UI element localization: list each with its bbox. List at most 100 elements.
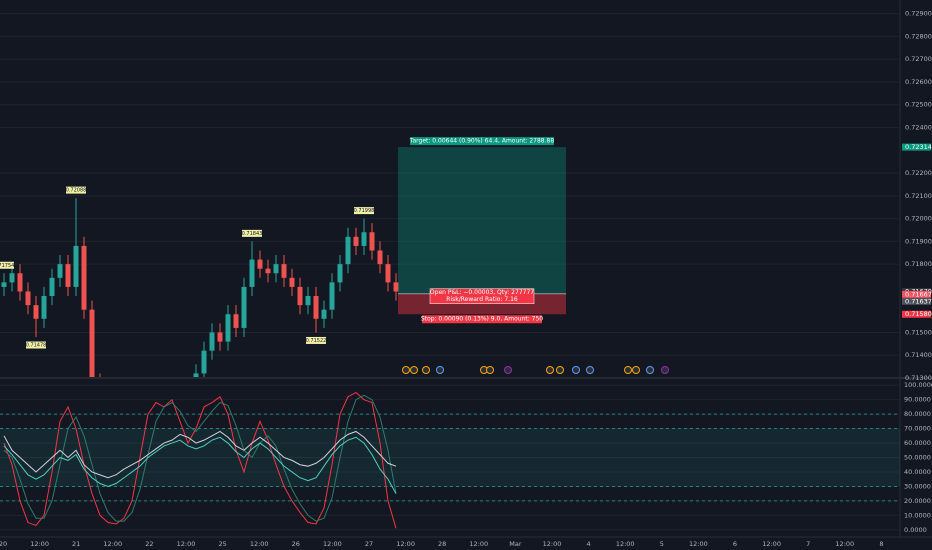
x-tick-label: 12:00 [469,540,488,548]
annotation-label: 0.71478 [26,343,47,349]
price-pane: 0.71754 0.72088 0.71478 0.71843 0.71998 0.715… [0,137,566,377]
event-icon [436,366,444,374]
price-tag-label: 0.71580 [905,310,932,318]
x-tick-label: 12:00 [396,540,415,548]
x-tick-label: 25 [218,540,226,548]
candle-body [89,309,95,377]
stop-label: Stop: 0.00090 (0.13%) 9.0, Amount: 750 [421,316,543,323]
band-fill [0,428,900,487]
y-tick-label: 70.0000 [904,425,931,433]
y-tick-label: 50.0000 [904,454,931,462]
candle-body [249,259,255,287]
candle-body [313,296,319,319]
y-tick-label: 60.0000 [904,439,931,447]
candle-body [385,264,391,283]
y-tick-label: 0.72600 [905,78,932,86]
annotation-label: 0.71754 [0,263,14,269]
x-tick-label: 26 [292,540,300,548]
y-tick-label: 0.72100 [905,192,932,200]
event-icon [504,366,512,374]
candle-body [281,264,287,278]
event-icon [646,366,654,374]
candle-body [65,264,71,287]
candle-body [337,264,343,283]
x-tick-label: 12:00 [250,540,269,548]
x-tick-label: 12:00 [30,540,49,548]
candle-body [297,286,303,306]
x-tick-label: 8 [879,540,883,548]
x-tick-label: 12:00 [103,540,122,548]
annotation-box [66,186,86,194]
candle-body [25,291,31,306]
candle-body [353,236,359,246]
candle-body [305,296,311,306]
x-tick-label: 7 [806,540,810,548]
candle-body [217,332,223,342]
price-tag [902,290,931,298]
y-tick-label: 40.0000 [904,468,931,476]
y-tick-label: 0.71800 [905,260,932,268]
x-tick-label: Mar [509,540,522,548]
candle-body [393,282,399,292]
event-icons [402,366,669,374]
annotation-box [306,336,326,344]
price-tag [902,297,931,305]
event-icon [586,366,594,374]
x-tick-label: 20 [0,540,7,548]
event-icon [410,366,418,374]
price-tag [902,310,931,318]
x-tick-label: 12:00 [689,540,708,548]
y-tick-label: 90.0000 [904,396,931,404]
candle-body [225,314,231,342]
annotation-label: 0.71843 [242,231,263,237]
y-tick-label: 0.71500 [905,328,932,336]
candle-body [9,273,15,283]
y-tick-label: 20.0000 [904,497,931,505]
annotation-box [354,207,374,215]
y-tick-label: 0.72500 [905,101,932,109]
y-tick-label: 0.71400 [905,351,932,359]
x-tick-label: 12:00 [616,540,635,548]
oscillator-line [3,394,397,522]
oscillator-pane [0,391,900,529]
x-tick-label: 12:00 [835,540,854,548]
event-icon [422,366,430,374]
pnl-box [429,288,535,304]
candle-body [41,296,47,319]
x-tick-label: 12:00 [323,540,342,548]
y-tick-label: 10.0000 [904,511,931,519]
x-tick-label: 27 [365,540,373,548]
oscillator-line [3,430,397,479]
target-label-box [410,137,554,146]
y-tick-label: 0.72000 [905,215,932,223]
annotation-label: 0.72088 [66,188,87,194]
event-icon [402,366,410,374]
event-icon [486,366,494,374]
candle-body [49,277,55,297]
x-tick-label: 5 [660,540,664,548]
candle-body [57,264,63,278]
target-zone [398,147,566,294]
annotation-box [0,261,14,269]
pnl-label: Open P&L: −0.00003, Qty: 277777 [430,289,534,296]
x-tick-label: 12:00 [177,540,196,548]
annotation-label: 0.71998 [354,208,375,214]
y-tick-label: 30.0000 [904,482,931,490]
x-tick-label: 12:00 [543,540,562,548]
candle-body [233,314,239,328]
event-icon [556,366,564,374]
y-tick-label: 80.0000 [904,410,931,418]
x-tick-label: 4 [587,540,591,548]
x-tick-label: 12:00 [762,540,781,548]
candle-body [265,268,271,274]
annotation-label: 0.71522 [306,338,327,344]
candle-body [33,305,39,319]
event-icon [546,366,554,374]
y-tick-label: 0.71900 [905,237,932,245]
x-tick-label: 28 [438,540,446,548]
candle-body [1,282,7,287]
axes: 20 12:00 21 12:00 22 12:00 25 12:00 26 12:00 27 12:… [0,10,932,548]
stop-label-box [422,315,542,324]
